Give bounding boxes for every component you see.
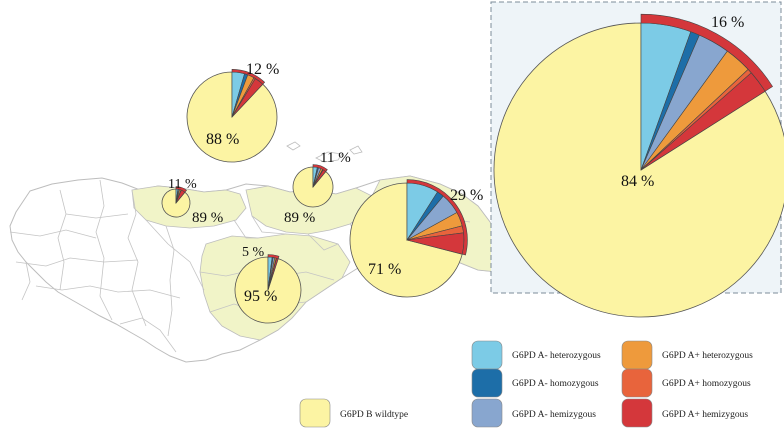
pie-chart-inset	[493, 13, 784, 318]
pie-north-wildtype-label: 88 %	[206, 131, 239, 148]
pie-chart-west	[161, 186, 191, 218]
pie-inset-slice-wildtype	[493, 22, 784, 318]
pie-central-north-variant-band	[312, 164, 328, 173]
legend-label-a-plus-hemi: G6PD A+ hemizygous	[662, 410, 748, 420]
legend-label-a-minus-het: G6PD A- heterozygous	[512, 351, 601, 361]
pie-inset-variant-label: 16 %	[711, 14, 744, 31]
pie-inset-variant-band	[640, 13, 773, 92]
pie-central-north-variant-label: 11 %	[320, 150, 351, 166]
legend-swatch-a-minus-hemi	[471, 398, 503, 428]
pie-north-variant-band	[231, 68, 266, 85]
island-3	[349, 145, 363, 155]
legend-label-wildtype: G6PD B wildtype	[340, 410, 408, 420]
island-1	[286, 141, 301, 151]
pie-east-variant-band	[406, 179, 468, 256]
pie-west-slice-wildtype	[161, 188, 191, 218]
legend-swatch-a-minus-het	[471, 340, 503, 370]
pie-east-variant-label: 29 %	[450, 187, 483, 204]
legend-swatch-a-plus-hom	[621, 368, 653, 398]
pie-east-wildtype-label: 71 %	[368, 261, 401, 278]
pie-west-variant-band	[175, 186, 187, 193]
legend-swatch-wildtype	[299, 398, 331, 428]
legend-swatch-a-plus-hemi	[621, 398, 653, 428]
legend: G6PD A- heterozygous G6PD A- homozygous …	[299, 340, 753, 428]
pie-south-variant-label: 5 %	[242, 245, 265, 260]
pie-east-slice-wildtype	[349, 182, 463, 298]
legend-swatch-a-minus-hom	[471, 368, 503, 398]
pie-chart-north	[186, 68, 278, 163]
legend-label-a-minus-hom: G6PD A- homozygous	[512, 379, 599, 389]
pie-chart-east	[349, 179, 468, 298]
legend-label-a-plus-hom: G6PD A+ homozygous	[662, 379, 751, 389]
pie-south-variant-band	[267, 254, 280, 259]
pie-chart-south	[234, 254, 302, 324]
legend-swatch-a-plus-het	[621, 340, 653, 370]
pie-west-wildtype-label: 89 %	[192, 210, 223, 226]
legend-label-a-minus-hemi: G6PD A- hemizygous	[512, 410, 596, 420]
pie-central-north-slice-wildtype	[292, 166, 334, 208]
pie-north-variant-label: 12 %	[246, 61, 279, 78]
pie-south-wildtype-label: 95 %	[244, 288, 277, 305]
pie-central-north-wildtype-label: 89 %	[284, 210, 315, 226]
island-2	[315, 151, 343, 163]
pie-west-variant-label: 11 %	[168, 177, 197, 192]
pie-chart-central-north	[292, 164, 334, 208]
legend-label-a-plus-het: G6PD A+ heterozygous	[662, 351, 753, 361]
pie-inset-wildtype-label: 84 %	[621, 173, 654, 190]
